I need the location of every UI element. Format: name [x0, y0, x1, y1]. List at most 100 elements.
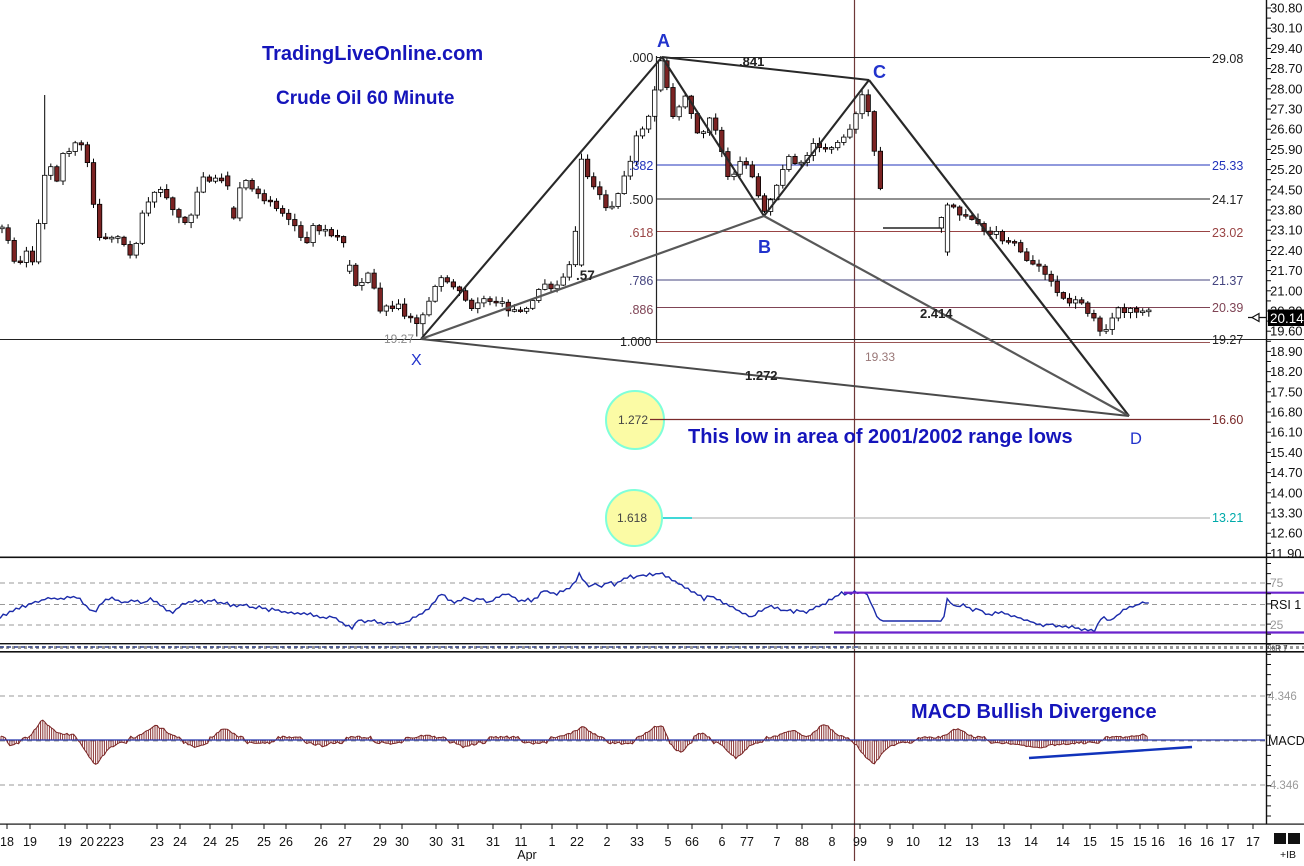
svg-text:18: 18 [0, 835, 14, 849]
svg-text:Apr: Apr [517, 848, 536, 861]
svg-text:29.08: 29.08 [1212, 52, 1243, 66]
svg-text:RSI 1: RSI 1 [1270, 598, 1301, 612]
svg-text:.786: .786 [629, 274, 653, 288]
svg-text:C: C [873, 62, 886, 82]
svg-text:26: 26 [314, 835, 328, 849]
svg-text:13.21: 13.21 [1212, 511, 1243, 525]
svg-text:This low in area of 2001/2002: This low in area of 2001/2002 range lows [688, 426, 1073, 448]
svg-text:75: 75 [1270, 576, 1284, 590]
svg-text:29: 29 [373, 835, 387, 849]
svg-text:88: 88 [795, 835, 809, 849]
svg-text:11.90: 11.90 [1270, 546, 1302, 561]
svg-text:26: 26 [279, 835, 293, 849]
svg-text:19: 19 [23, 835, 37, 849]
svg-text:Crude Oil 60 Minute: Crude Oil 60 Minute [276, 88, 454, 109]
svg-text:31: 31 [486, 835, 500, 849]
svg-text:24.17: 24.17 [1212, 193, 1243, 207]
svg-text:9: 9 [887, 835, 894, 849]
svg-text:23: 23 [150, 835, 164, 849]
svg-text:25.90: 25.90 [1270, 142, 1303, 157]
svg-text:26.60: 26.60 [1270, 122, 1303, 137]
svg-text:21.70: 21.70 [1270, 263, 1303, 278]
svg-text:.382: .382 [629, 159, 653, 173]
svg-text:23.02: 23.02 [1212, 226, 1243, 240]
svg-text:13.30: 13.30 [1270, 506, 1303, 521]
svg-text:24: 24 [173, 835, 187, 849]
svg-text:18.90: 18.90 [1270, 344, 1303, 359]
svg-text:11: 11 [515, 835, 528, 849]
svg-text:12: 12 [938, 835, 952, 849]
svg-text:16: 16 [1151, 835, 1165, 849]
svg-text:TradingLiveOnline.com: TradingLiveOnline.com [262, 43, 483, 65]
svg-text:6: 6 [719, 835, 726, 849]
svg-text:1.272: 1.272 [618, 413, 648, 427]
svg-text:15: 15 [1133, 835, 1147, 849]
svg-text:4.346: 4.346 [1268, 691, 1297, 703]
svg-text:X: X [411, 352, 422, 369]
svg-text:18.20: 18.20 [1270, 364, 1303, 379]
svg-text:30.80: 30.80 [1270, 1, 1303, 16]
svg-text:19: 19 [58, 835, 72, 849]
svg-text:D: D [1130, 430, 1142, 448]
svg-text:16.80: 16.80 [1270, 405, 1303, 420]
svg-text:27: 27 [338, 835, 352, 849]
svg-text:15.40: 15.40 [1270, 445, 1303, 460]
svg-text:13: 13 [997, 835, 1011, 849]
svg-text:2: 2 [604, 835, 611, 849]
svg-text:31: 31 [451, 835, 465, 849]
svg-text:20: 20 [80, 835, 94, 849]
svg-text:.500: .500 [629, 193, 653, 207]
svg-text:77: 77 [740, 835, 754, 849]
svg-text:14.00: 14.00 [1270, 485, 1303, 500]
svg-text:16: 16 [1178, 835, 1192, 849]
svg-text:13: 13 [965, 835, 979, 849]
svg-text:.886: .886 [629, 303, 653, 317]
svg-text:19.33: 19.33 [865, 350, 895, 364]
svg-text:99: 99 [853, 835, 867, 849]
svg-text:MACD: MACD [1268, 734, 1304, 748]
svg-text:14: 14 [1024, 835, 1038, 849]
svg-text:25: 25 [225, 835, 239, 849]
svg-text:1.272: 1.272 [745, 368, 778, 383]
svg-text:14: 14 [1056, 835, 1070, 849]
svg-text:30: 30 [395, 835, 409, 849]
svg-text:1.618: 1.618 [617, 511, 647, 525]
svg-text:.841: .841 [739, 54, 764, 69]
svg-text:%R 7: %R 7 [1268, 644, 1288, 653]
svg-text:21.00: 21.00 [1270, 283, 1303, 298]
svg-text:17.50: 17.50 [1270, 384, 1303, 399]
svg-text:1: 1 [549, 835, 556, 849]
svg-text:16: 16 [1200, 835, 1214, 849]
svg-text:25.20: 25.20 [1270, 162, 1303, 177]
svg-text:17: 17 [1246, 835, 1260, 849]
svg-text:15: 15 [1083, 835, 1097, 849]
svg-text:17: 17 [1221, 835, 1235, 849]
svg-text:33: 33 [630, 835, 644, 849]
svg-text:29.40: 29.40 [1270, 41, 1303, 56]
svg-text:23.80: 23.80 [1270, 203, 1303, 218]
svg-text:B: B [758, 237, 771, 257]
svg-text:30: 30 [429, 835, 443, 849]
svg-text:.618: .618 [629, 226, 653, 240]
svg-text:15: 15 [1110, 835, 1124, 849]
svg-text:19.60: 19.60 [1270, 324, 1303, 339]
svg-text:22: 22 [570, 835, 584, 849]
svg-text:12.60: 12.60 [1270, 526, 1303, 541]
svg-text:19.27: 19.27 [1212, 333, 1243, 347]
svg-text:8: 8 [829, 835, 836, 849]
svg-text:7: 7 [774, 835, 781, 849]
svg-text:16.10: 16.10 [1270, 425, 1303, 440]
svg-text:+IB: +IB [1280, 849, 1296, 861]
svg-text:2.414: 2.414 [920, 306, 953, 321]
svg-text:24.50: 24.50 [1270, 182, 1303, 197]
svg-text:25: 25 [1270, 618, 1284, 632]
svg-text:21.37: 21.37 [1212, 274, 1243, 288]
svg-text:22.40: 22.40 [1270, 243, 1303, 258]
svg-text:-4.346: -4.346 [1266, 780, 1299, 792]
svg-text:25: 25 [257, 835, 271, 849]
svg-text:25.33: 25.33 [1212, 159, 1243, 173]
svg-text:20.39: 20.39 [1212, 301, 1243, 315]
svg-text:23.10: 23.10 [1270, 223, 1303, 238]
svg-text:10: 10 [906, 835, 920, 849]
svg-text:5: 5 [665, 835, 672, 849]
